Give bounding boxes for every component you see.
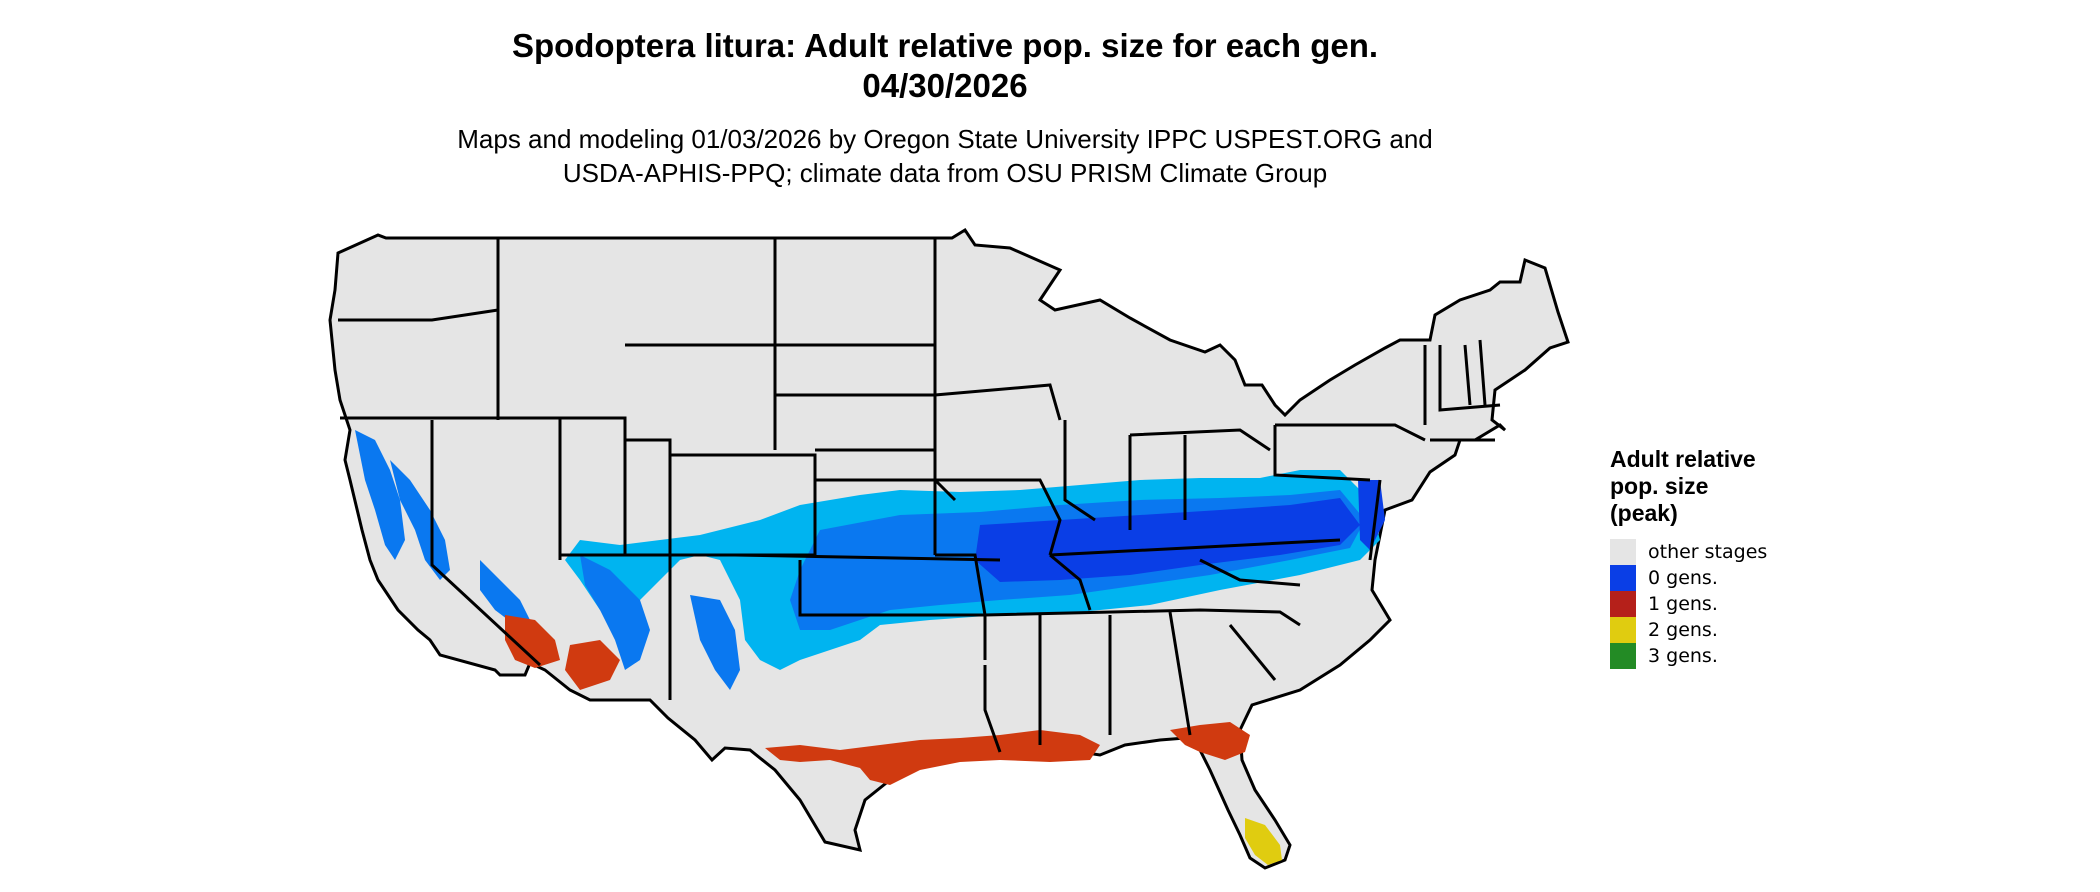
heat-zones-blue [355,430,1385,690]
legend-swatch [1610,591,1636,617]
legend-title: Adult relative pop. size (peak) [1610,446,1830,527]
legend-swatch [1610,565,1636,591]
map-subtitle: Maps and modeling 01/03/2026 by Oregon S… [0,122,1890,190]
legend-swatch [1610,539,1636,565]
legend-item: 1 gens. [1610,591,1830,617]
legend-label: other stages [1648,541,1768,563]
map-subtitle-line1: Maps and modeling 01/03/2026 by Oregon S… [457,124,1433,154]
map-title-line1: Spodoptera litura: Adult relative pop. s… [511,27,1379,64]
legend-label: 2 gens. [1648,619,1718,641]
map-title: Spodoptera litura: Adult relative pop. s… [0,26,1890,106]
legend-swatch [1610,617,1636,643]
legend-item: other stages [1610,539,1830,565]
legend-item: 3 gens. [1610,643,1830,669]
legend-item: 2 gens. [1610,617,1830,643]
legend-label: 1 gens. [1648,593,1718,615]
legend-item: 0 gens. [1610,565,1830,591]
legend-title-line3: (peak) [1610,500,1678,526]
legend-title-line1: Adult relative [1610,446,1756,472]
heat-zone-yellow [1245,818,1282,865]
legend-swatch [1610,643,1636,669]
legend: Adult relative pop. size (peak) other st… [1610,446,1830,669]
legend-label: 3 gens. [1648,645,1718,667]
state-borders [338,238,1501,753]
legend-label: 0 gens. [1648,567,1718,589]
map-subtitle-line2: USDA-APHIS-PPQ; climate data from OSU PR… [562,158,1328,188]
legend-title-line2: pop. size [1610,473,1709,499]
map-title-date: 04/30/2026 [862,67,1028,104]
